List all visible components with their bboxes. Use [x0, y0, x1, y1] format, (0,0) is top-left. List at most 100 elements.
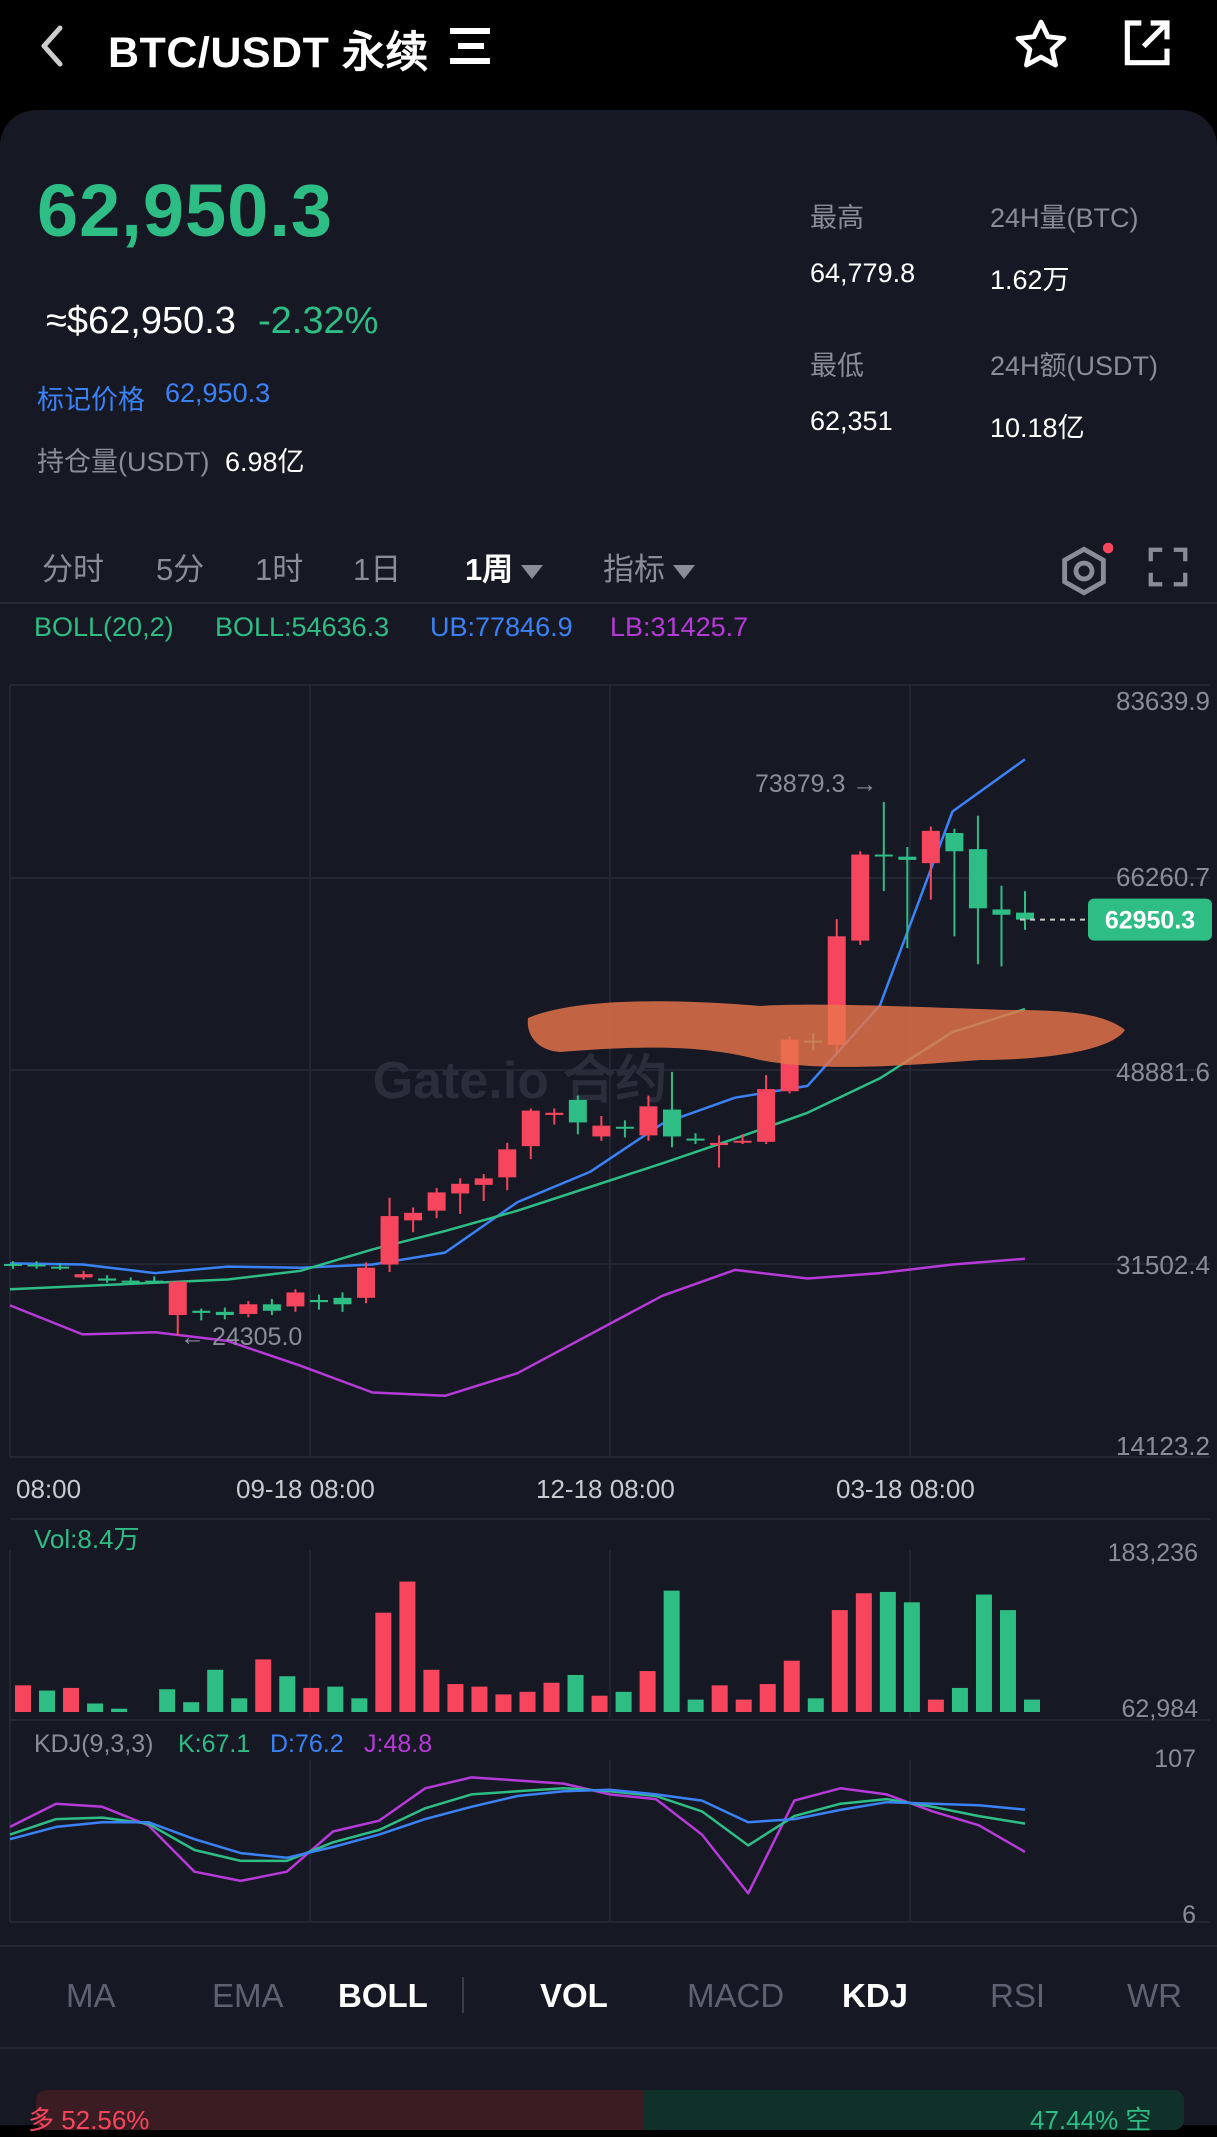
volume-bar — [399, 1581, 416, 1712]
volume-bar — [975, 1594, 992, 1712]
boll-lower-line — [9, 1257, 1026, 1398]
menu-icon[interactable] — [450, 26, 492, 66]
indicator-tabs: MA EMA BOLL VOL MACD KDJ RSI WR — [0, 1945, 1217, 2049]
annotation-overlay — [527, 1001, 1125, 1067]
kdj-tick: 107 — [1154, 1745, 1196, 1773]
last-price: 62,950.3 — [37, 169, 334, 252]
volume-bar — [639, 1671, 656, 1712]
kdj-d-value: D:76.2 — [270, 1730, 344, 1758]
volume-usdt-label: 24H额(USDT) — [990, 351, 1159, 381]
volume-axes: Vol:8.4万 183,236 62,984 — [34, 1524, 1198, 1723]
boll-ub-value: UB:77846.9 — [430, 612, 573, 642]
indicator-tab-macd[interactable]: MACD — [687, 1977, 785, 2014]
top-bar: BTC/USDT 永续 — [0, 0, 1217, 110]
candle-body — [404, 1212, 423, 1221]
short-ratio-text: 47.44% 空 — [1030, 2105, 1152, 2135]
y-tick: 31502.4 — [1116, 1250, 1210, 1280]
candle-body — [921, 830, 940, 864]
candle-body — [98, 1278, 117, 1281]
fullscreen-icon[interactable] — [1145, 544, 1191, 590]
volume-bar — [159, 1689, 176, 1712]
volume-tick: 183,236 — [1108, 1539, 1198, 1567]
volume-bar — [783, 1660, 800, 1712]
volume-bar — [663, 1590, 680, 1712]
kdj-j-value: J:48.8 — [364, 1730, 432, 1758]
y-tick: 14123.2 — [1116, 1431, 1210, 1461]
candle-body — [239, 1304, 258, 1314]
kdj-d-line — [9, 1788, 1026, 1860]
tab-1d[interactable]: 1日 — [353, 552, 402, 587]
star-icon[interactable] — [1012, 16, 1070, 74]
volume-bar — [951, 1687, 968, 1712]
candle-body — [27, 1264, 46, 1267]
indicator-tab-wr[interactable]: WR — [1127, 1977, 1182, 2014]
volume-bar — [735, 1699, 752, 1712]
kdj-j-line — [9, 1776, 1026, 1895]
volume-bar — [111, 1708, 128, 1712]
candle-body — [545, 1112, 564, 1115]
indicator-tab-kdj[interactable]: KDJ — [842, 1977, 909, 2014]
volume-bar — [183, 1702, 200, 1712]
volume-bar — [591, 1695, 608, 1712]
candle-body — [168, 1281, 187, 1316]
tab-1w[interactable]: 1周 — [465, 544, 544, 589]
indicator-tab-ema[interactable]: EMA — [212, 1977, 284, 2014]
volume-bar — [687, 1699, 704, 1712]
indicator-tab-boll[interactable]: BOLL — [338, 1977, 428, 2014]
price-chart[interactable]: Gate.io 合约 83639.9 66260.7 48881.6 31502… — [0, 660, 1217, 1925]
candle-body — [898, 856, 917, 860]
chevron-left-icon[interactable] — [34, 18, 74, 74]
indicator-tab-vol[interactable]: VOL — [540, 1977, 608, 2014]
mark-price-label[interactable]: 标记价格 — [37, 385, 145, 415]
current-price-value: 62950.3 — [1105, 907, 1195, 935]
volume-bar — [543, 1682, 560, 1712]
tab-indicators-label: 指标 — [603, 552, 665, 587]
long-short-ratio-bar — [36, 2090, 1184, 2130]
candle-body — [733, 1140, 752, 1143]
candle-body — [192, 1310, 211, 1313]
x-tick: 12-18 08:00 — [536, 1474, 675, 1504]
interval-tabs: 分时 5分 1时 1日 1周 指标 — [0, 530, 1217, 600]
annotation-brush-stroke — [527, 1001, 1125, 1067]
indicator-tab-ma[interactable]: MA — [66, 1977, 116, 2014]
page-title: BTC/USDT 永续 — [108, 29, 429, 77]
volume-bar — [567, 1674, 584, 1712]
boll-name: BOLL(20,2) — [34, 612, 174, 642]
candle-body — [215, 1311, 234, 1316]
short-ratio-fill — [644, 2090, 1184, 2130]
tab-separator — [462, 1977, 464, 2013]
x-tick: 09-18 08:00 — [236, 1474, 375, 1504]
candle-body — [662, 1109, 681, 1137]
indicator-tab-rsi[interactable]: RSI — [990, 1977, 1046, 2014]
volume-usdt-value: 10.18亿 — [990, 413, 1085, 443]
settings-hexagon-icon[interactable] — [1055, 542, 1113, 600]
current-price-tag — [1088, 898, 1212, 941]
caret-down-icon — [673, 564, 695, 579]
low-value: 62,351 — [810, 406, 893, 436]
long-ratio-text: 多 52.56% — [28, 2105, 150, 2135]
volume-bar — [39, 1690, 56, 1712]
volume-bar — [351, 1698, 368, 1712]
tab-indicators[interactable]: 指标 — [603, 544, 695, 589]
volume-bar — [63, 1687, 80, 1712]
volume-bar — [879, 1591, 896, 1712]
candle-body — [710, 1142, 729, 1146]
volume-tick: 62,984 — [1122, 1695, 1199, 1723]
candle-body — [4, 1263, 22, 1266]
volume-bar — [807, 1698, 824, 1712]
volume-bar — [303, 1687, 320, 1712]
mark-price-value[interactable]: 62,950.3 — [165, 378, 271, 408]
candle-body — [615, 1126, 634, 1129]
volume-bar — [519, 1691, 536, 1712]
tab-5m[interactable]: 5分 — [156, 552, 205, 587]
tab-1h[interactable]: 1时 — [255, 552, 304, 587]
tab-timeline[interactable]: 分时 — [42, 552, 104, 587]
change-percent: -2.32% — [258, 300, 379, 342]
volume-bar — [423, 1669, 440, 1712]
candle-body — [286, 1292, 305, 1307]
share-icon[interactable] — [1118, 16, 1174, 72]
volume-label: Vol:8.4万 — [34, 1524, 140, 1554]
volume-bar — [999, 1610, 1016, 1712]
candle-body — [357, 1267, 376, 1298]
kdj-axes: KDJ(9,3,3) K:67.1 D:76.2 J:48.8 107 6 — [34, 1730, 1196, 1925]
